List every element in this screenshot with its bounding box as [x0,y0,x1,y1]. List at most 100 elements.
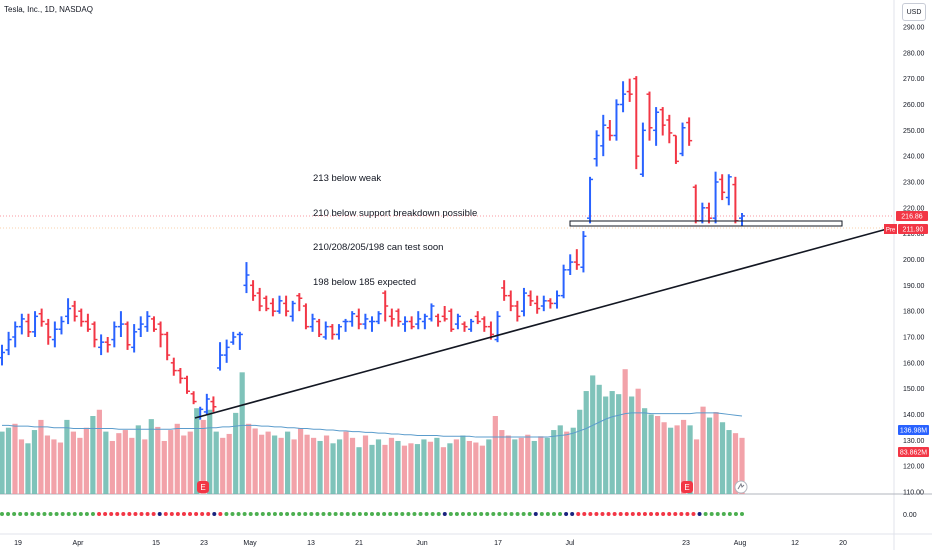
oscillator-dot [54,512,59,516]
volume-bar [304,434,310,494]
time-tick-label: 23 [200,540,208,547]
ohlc-bar [692,184,699,224]
time-tick-label: Apr [73,540,85,547]
volume-bar [12,423,18,494]
ohlc-bar [705,202,712,224]
price-tick-label: 220.00 [903,205,925,212]
ohlc-bar [316,318,323,337]
oscillator-dot [570,512,575,516]
event-marker[interactable] [734,480,748,494]
volume-bar [259,434,265,494]
oscillator-dot [224,512,229,516]
volume-bar [135,425,141,494]
volume-bar [96,409,102,494]
ohlc-bar [666,114,673,144]
oscillator-dot [527,512,532,516]
ohlc-bar [573,249,580,270]
volume-bar [38,419,44,494]
time-tick-label: Jun [416,540,427,547]
ohlc-bar [177,368,184,384]
volume-bar [577,409,583,494]
oscillator-dot [279,512,284,516]
volume-bar [525,434,531,494]
oscillator-dot [503,512,508,516]
volume-bar [83,427,89,494]
ohlc-bar [382,290,389,322]
ohlc-bar [547,298,554,309]
oscillator-dot [582,512,587,516]
support-zone-rect[interactable] [569,220,843,227]
volume-bar [505,435,511,494]
currency-selector[interactable]: USD [902,3,926,21]
oscillator-dot [121,512,126,516]
volume-bar [414,444,421,494]
volume-bar [499,430,505,494]
oscillator-dot [515,512,520,516]
time-axis: 19 Apr 15 23 May 13 21 Jun 17 Jul 23 Aug 12 20 [14,540,847,547]
volume-bar [336,439,343,494]
oscillator-dot [254,512,259,516]
ohlc-bar [428,303,435,322]
ohlc-bar [329,324,336,340]
ohlc-bar [276,295,283,314]
earnings-badge-2[interactable] [681,481,693,493]
earnings-icon: E [200,483,205,492]
volume-tag-bg [898,425,929,435]
price-tick-label: 230.00 [903,180,925,187]
oscillator-dot [151,512,156,516]
ohlc-bar [712,171,719,224]
ohlc-bar [560,264,567,299]
oscillator-dot [181,512,186,516]
volume-bar [70,431,77,494]
oscillator-dot [649,512,654,516]
oscillator-dot [436,512,441,516]
volume-bar [655,416,661,494]
oscillator-dot [406,512,411,516]
volume-bar [246,423,252,494]
oscillator-dot [661,512,666,516]
volume-bar [291,439,297,494]
volume-bar [622,369,628,494]
volume-bar [382,444,388,494]
oscillator-dot [345,512,350,516]
oscillator-dot [12,512,17,516]
ohlc-bar [679,122,686,157]
price-tick-label: 250.00 [903,128,925,135]
oscillator-dot [709,512,714,516]
volume-bar [434,437,440,494]
ohlc-series[interactable] [0,76,745,420]
support-trendline[interactable] [194,228,888,419]
ohlc-bar [230,331,237,345]
volume-bar [0,431,5,494]
split-icon[interactable] [734,480,748,494]
volume-bar [518,437,524,494]
ohlc-bar [263,295,270,312]
oscillator-dot [194,512,199,516]
ohlc-bar [84,313,91,332]
ohlc-bar [269,298,276,317]
earnings-marker-2[interactable]: E [681,481,693,493]
oscillator-dot [115,512,120,516]
oscillator-dot [485,512,490,516]
earnings-marker-1[interactable]: E [197,481,209,493]
oscillator-dot [442,512,447,516]
earnings-badge-1[interactable] [197,481,209,493]
ohlc-bar [494,311,501,343]
ohlc-bar [131,324,138,353]
ohlc-bar [342,318,349,332]
ohlc-bar [395,308,402,327]
ohlc-bar [646,91,653,141]
oscillator-dot [90,512,95,516]
ohlc-bar [388,308,395,327]
time-tick-label: 20 [839,540,847,547]
ohlc-bar [78,308,85,327]
ohlc-bar [520,287,527,317]
ohlc-bar [51,321,58,348]
oscillator-dot [169,512,174,516]
time-tick-label: 19 [14,540,22,547]
ohlc-bar [659,107,666,136]
oscillator-dot [260,512,265,516]
oscillator-dot [448,512,453,516]
volume-bar [453,439,459,494]
